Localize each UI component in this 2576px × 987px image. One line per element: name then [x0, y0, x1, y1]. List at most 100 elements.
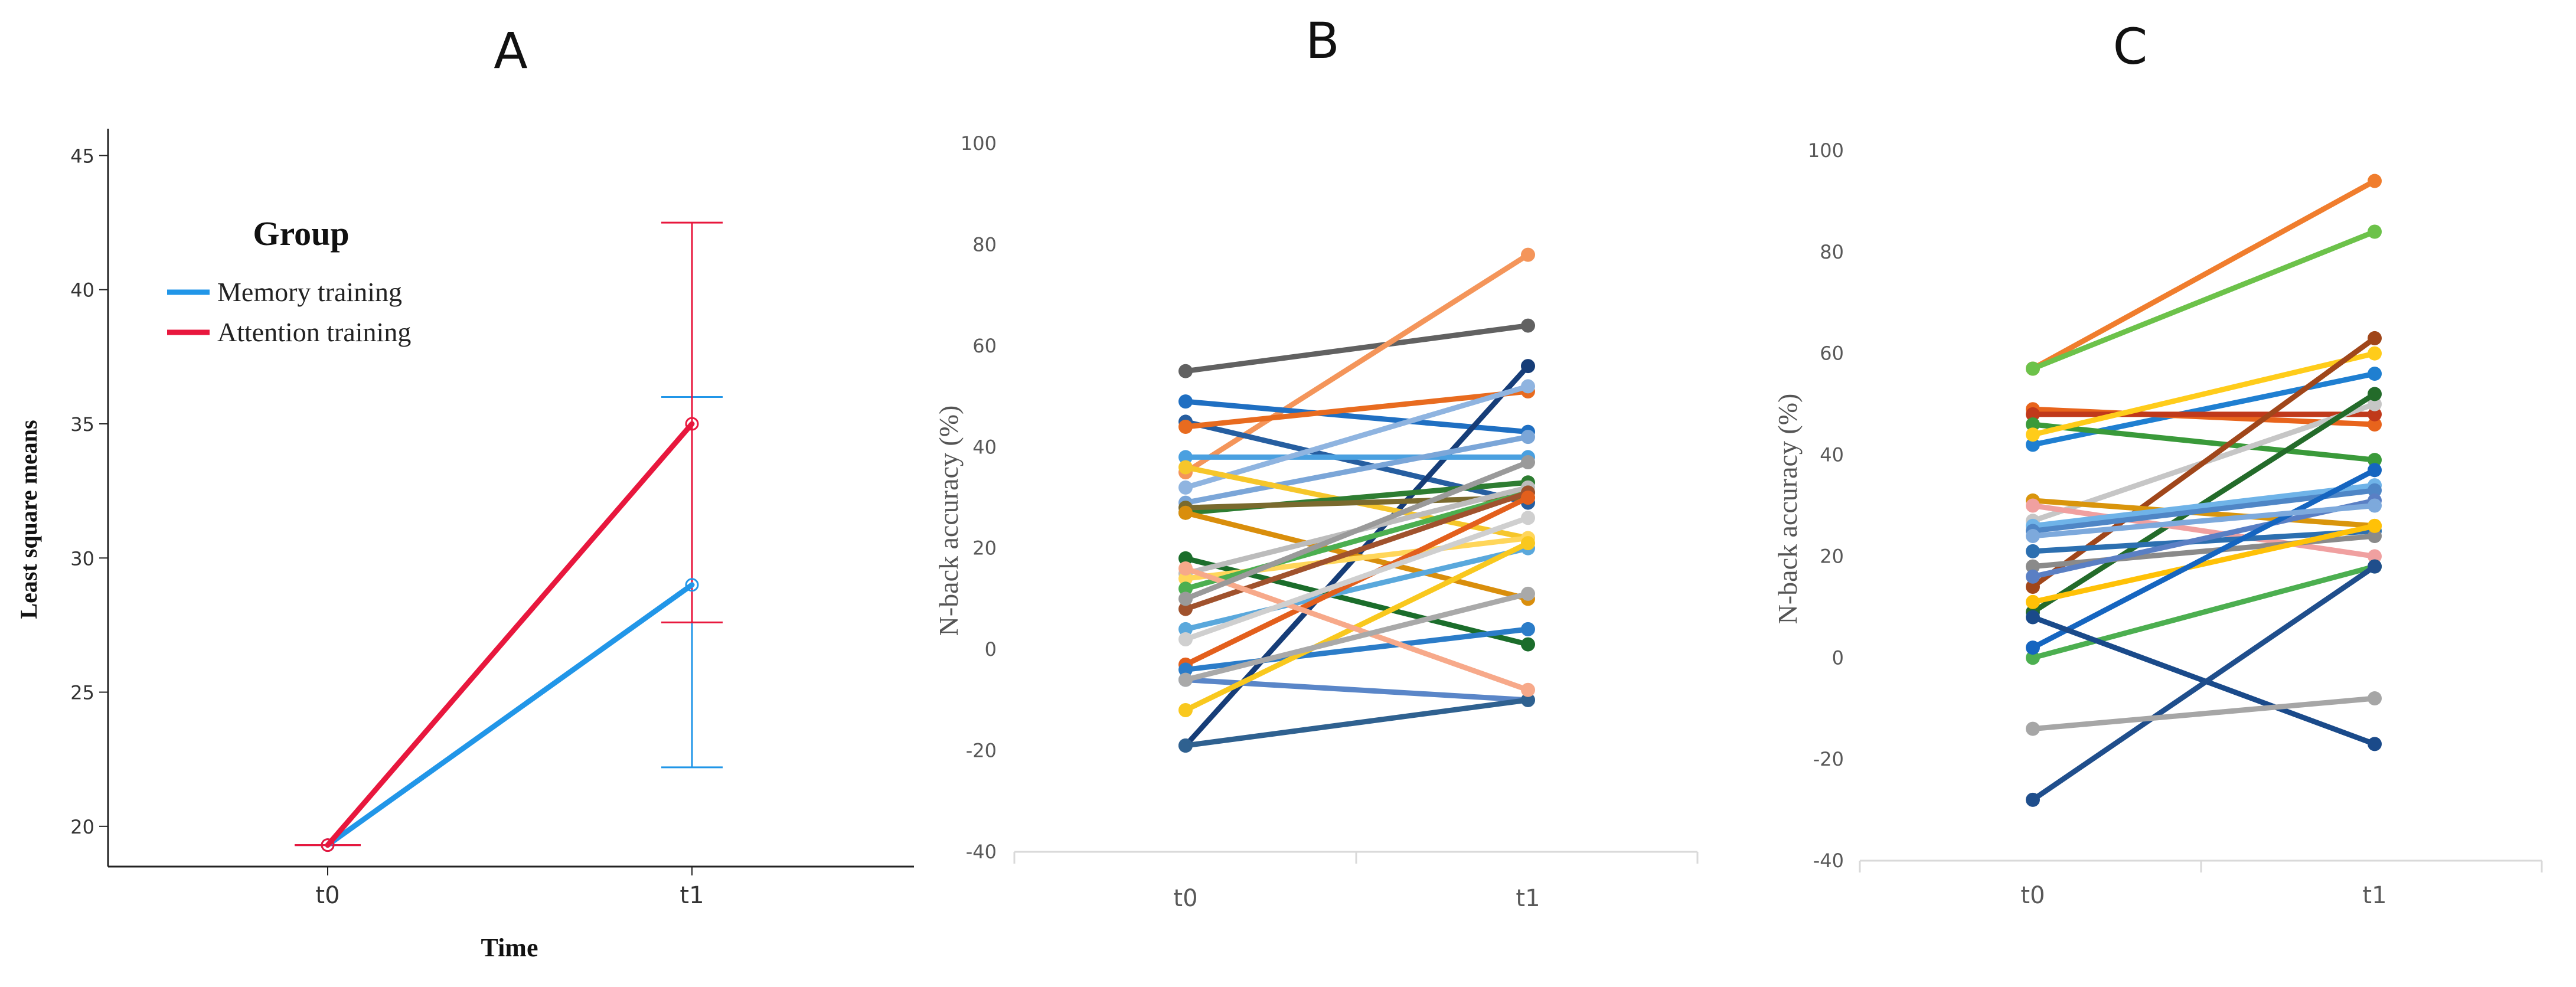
series-line — [1183, 697, 1531, 749]
y-tick-label: -40 — [1813, 849, 1844, 872]
data-point — [1178, 561, 1193, 576]
y-tick-label: 80 — [972, 233, 997, 256]
data-point — [2026, 579, 2040, 594]
legend-label-memory-training: Memory training — [217, 277, 402, 307]
data-point — [2026, 640, 2040, 655]
data-point — [2368, 224, 2382, 239]
data-point — [1178, 662, 1193, 677]
data-point — [1178, 602, 1193, 616]
data-point — [2026, 594, 2040, 609]
panel-a-legend-title: Group — [253, 214, 349, 253]
data-point — [1521, 511, 1535, 525]
data-point — [1178, 551, 1193, 566]
series-line — [1183, 545, 1531, 632]
data-point — [2368, 498, 2382, 513]
series-line — [1183, 383, 1531, 491]
panel-c-title: C — [2113, 18, 2148, 76]
data-point — [1521, 247, 1535, 262]
data-point-attention-training — [321, 838, 335, 852]
x-tick-label: t1 — [680, 882, 704, 909]
panel-b: B N-back accuracy (%) -40 -20 0 20 40 60 80 100… — [933, 12, 1699, 912]
data-point — [1521, 318, 1535, 333]
data-point — [2368, 529, 2382, 544]
data-point — [1178, 364, 1193, 378]
panel-a-x-label: Time — [481, 933, 538, 962]
y-tick-label: 20 — [1820, 545, 1844, 567]
data-point — [2368, 331, 2382, 345]
series-line — [1183, 591, 1531, 683]
panel-a: A Least square means Time 20 25 30 35 40 45 t… — [15, 22, 914, 962]
series-line — [2030, 564, 2378, 803]
y-tick-label: 40 — [1820, 444, 1844, 466]
series-line — [1183, 489, 1531, 591]
data-point — [1178, 591, 1193, 606]
data-point — [2026, 529, 2040, 544]
y-tick-label: 20 — [972, 537, 997, 560]
y-tick-label: -40 — [966, 841, 997, 863]
data-point — [2026, 407, 2040, 421]
series-line — [1183, 388, 1531, 430]
data-point — [1521, 359, 1535, 374]
x-tick-label: t1 — [1516, 885, 1540, 912]
y-tick-label: 0 — [1832, 646, 1844, 669]
data-point — [2026, 417, 2040, 432]
y-tick-label: 35 — [70, 413, 94, 436]
panel-a-y-label: Least square means — [15, 420, 42, 619]
y-tick-label: 60 — [972, 335, 997, 357]
panel-b-title: B — [1305, 12, 1340, 70]
x-tick-label: t0 — [1173, 885, 1197, 912]
data-point — [1521, 430, 1535, 445]
data-point — [1178, 450, 1193, 465]
data-point — [2368, 346, 2382, 361]
series-line — [2030, 523, 2378, 605]
data-point — [2026, 569, 2040, 584]
data-point — [2368, 397, 2382, 411]
series-line — [1183, 566, 1531, 693]
series-line — [2030, 178, 2378, 371]
panel-c: C N-back accuracy (%) -40 -20 0 20 40 60 80 100… — [1772, 18, 2543, 909]
series-line — [2030, 228, 2378, 371]
data-point — [2026, 498, 2040, 513]
data-point — [1521, 586, 1535, 601]
data-point — [2368, 691, 2382, 706]
panel-a-legend: Group Memory training Attention training — [167, 214, 411, 347]
data-point — [2026, 610, 2040, 625]
y-tick-label: 20 — [70, 816, 94, 838]
x-tick-label: t1 — [2362, 882, 2386, 909]
legend-label-attention-training: Attention training — [217, 317, 411, 347]
series-line — [2030, 482, 2378, 529]
data-point — [2368, 737, 2382, 751]
series-line — [2030, 351, 2378, 437]
data-point — [1521, 379, 1535, 394]
y-tick-label: 40 — [972, 436, 997, 458]
y-tick-label: 40 — [70, 279, 94, 302]
y-tick-label: 60 — [1820, 342, 1844, 365]
data-point — [1521, 637, 1535, 652]
data-point — [2368, 174, 2382, 188]
data-point — [1521, 622, 1535, 636]
data-point — [2026, 651, 2040, 665]
data-point — [2368, 463, 2382, 478]
data-point — [1521, 536, 1535, 551]
data-point — [1521, 455, 1535, 469]
x-tick-label: t0 — [2020, 882, 2045, 909]
series-line — [2030, 503, 2378, 559]
data-point-memory-training — [685, 578, 699, 592]
data-point — [1178, 505, 1193, 520]
panel-c-y-label: N-back accuracy (%) — [1772, 394, 1803, 625]
series-line — [2030, 467, 2378, 651]
data-point — [1521, 692, 1535, 707]
data-point — [1521, 682, 1535, 697]
data-point-attention-training — [685, 417, 699, 431]
y-tick-label: 100 — [961, 132, 997, 155]
y-tick-label: 100 — [1808, 139, 1844, 162]
data-point — [1178, 480, 1193, 495]
data-point — [1521, 491, 1535, 505]
y-tick-label: 25 — [70, 682, 94, 704]
data-point — [1178, 703, 1193, 717]
data-point — [1178, 672, 1193, 687]
data-point — [1178, 460, 1193, 475]
data-point — [2026, 559, 2040, 574]
data-point — [1178, 632, 1193, 646]
